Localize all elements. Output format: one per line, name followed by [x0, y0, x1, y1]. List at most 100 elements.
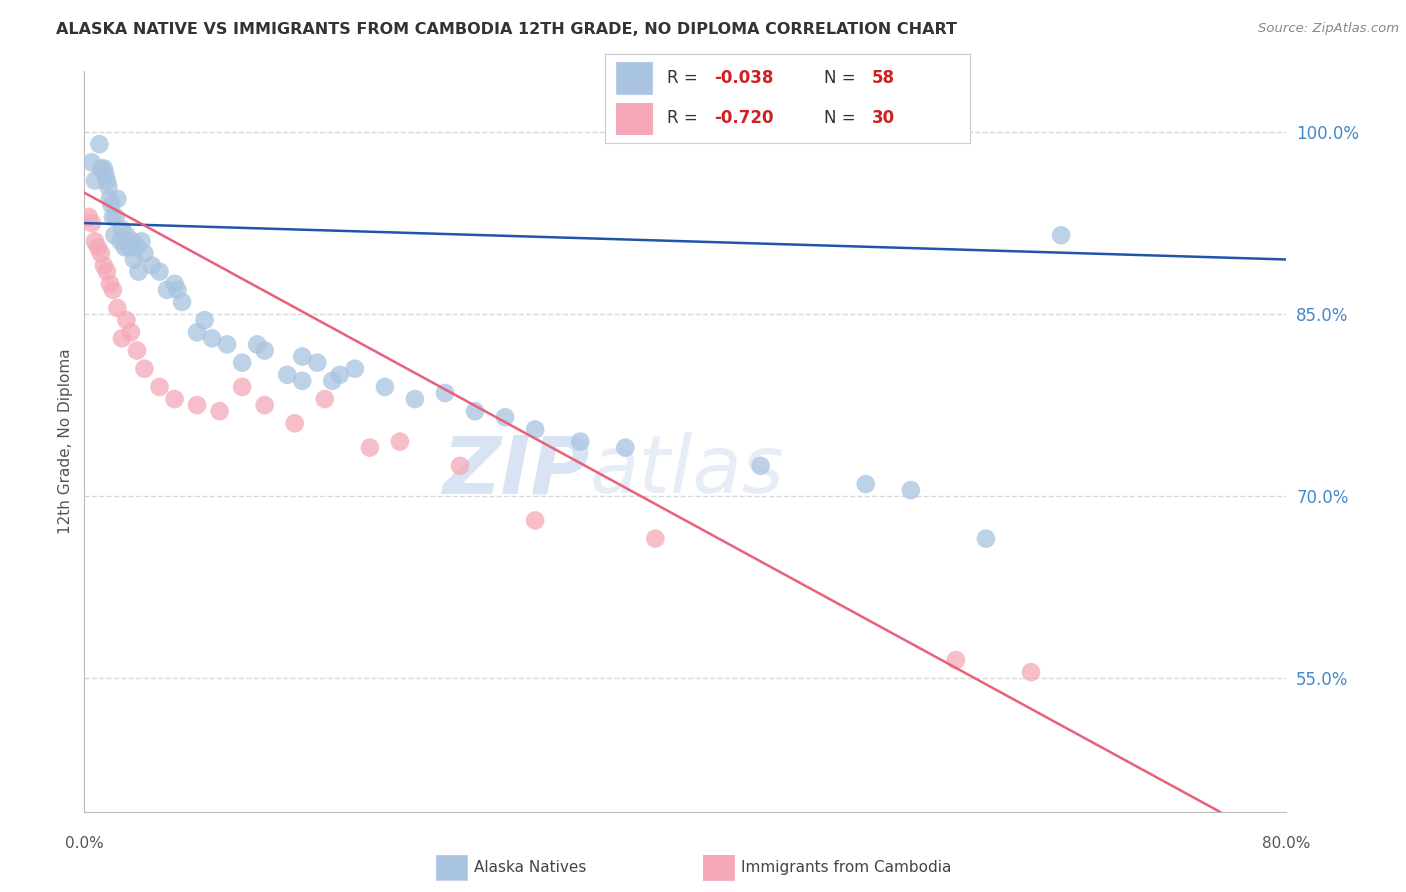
- Text: 30: 30: [872, 109, 894, 127]
- Point: [314, 392, 336, 406]
- Point: [217, 337, 239, 351]
- Point: [110, 234, 132, 248]
- Point: [388, 434, 411, 449]
- Point: [163, 277, 186, 291]
- Text: R =: R =: [666, 69, 703, 87]
- Text: N =: N =: [824, 69, 860, 87]
- Text: 80.0%: 80.0%: [1263, 836, 1310, 851]
- Point: [148, 265, 170, 279]
- Text: -0.038: -0.038: [714, 69, 773, 87]
- Text: 0.0%: 0.0%: [65, 836, 104, 851]
- Point: [80, 155, 103, 169]
- Point: [80, 216, 103, 230]
- Point: [494, 410, 516, 425]
- Point: [464, 404, 486, 418]
- Point: [93, 259, 115, 273]
- Point: [107, 192, 129, 206]
- Point: [186, 326, 208, 340]
- Point: [83, 234, 105, 248]
- Point: [291, 374, 314, 388]
- Point: [141, 259, 163, 273]
- Point: [855, 477, 877, 491]
- Point: [253, 398, 276, 412]
- Point: [201, 331, 224, 345]
- Point: [148, 380, 170, 394]
- Text: Source: ZipAtlas.com: Source: ZipAtlas.com: [1258, 22, 1399, 36]
- Point: [1019, 665, 1042, 680]
- Y-axis label: 12th Grade, No Diploma: 12th Grade, No Diploma: [58, 349, 73, 534]
- Point: [77, 210, 100, 224]
- Point: [404, 392, 426, 406]
- Point: [374, 380, 396, 394]
- Point: [329, 368, 352, 382]
- Point: [170, 295, 193, 310]
- Point: [900, 483, 922, 497]
- Point: [614, 441, 637, 455]
- Point: [343, 361, 366, 376]
- Point: [114, 240, 136, 254]
- Point: [104, 210, 127, 224]
- Point: [359, 441, 381, 455]
- Text: -0.720: -0.720: [714, 109, 773, 127]
- Point: [90, 246, 112, 260]
- Point: [127, 265, 149, 279]
- Point: [90, 161, 112, 176]
- Point: [974, 532, 997, 546]
- Point: [276, 368, 298, 382]
- Point: [131, 234, 153, 248]
- Point: [100, 198, 122, 212]
- Point: [231, 380, 253, 394]
- Point: [97, 179, 120, 194]
- Point: [945, 653, 967, 667]
- Point: [749, 458, 772, 473]
- Point: [246, 337, 269, 351]
- Point: [134, 361, 156, 376]
- Point: [87, 240, 110, 254]
- Text: R =: R =: [666, 109, 703, 127]
- Text: 58: 58: [872, 69, 894, 87]
- Point: [253, 343, 276, 358]
- Point: [231, 356, 253, 370]
- Point: [166, 283, 188, 297]
- Text: atlas: atlas: [589, 432, 785, 510]
- Point: [83, 173, 105, 187]
- Point: [115, 228, 138, 243]
- Point: [107, 301, 129, 315]
- Point: [284, 417, 307, 431]
- Point: [98, 277, 121, 291]
- Point: [449, 458, 471, 473]
- Point: [93, 161, 115, 176]
- Point: [156, 283, 179, 297]
- Point: [434, 386, 457, 401]
- Point: [307, 356, 329, 370]
- Text: N =: N =: [824, 109, 860, 127]
- Point: [101, 210, 124, 224]
- Point: [163, 392, 186, 406]
- Point: [1050, 228, 1073, 243]
- Point: [120, 326, 142, 340]
- Point: [644, 532, 666, 546]
- Point: [208, 404, 231, 418]
- Point: [96, 265, 118, 279]
- Point: [125, 240, 148, 254]
- Point: [134, 246, 156, 260]
- Point: [94, 168, 117, 182]
- Point: [291, 350, 314, 364]
- Point: [89, 137, 111, 152]
- Point: [98, 192, 121, 206]
- Text: Immigrants from Cambodia: Immigrants from Cambodia: [741, 861, 952, 875]
- FancyBboxPatch shape: [616, 62, 652, 94]
- Point: [101, 283, 124, 297]
- Point: [125, 343, 148, 358]
- Point: [111, 331, 134, 345]
- Point: [115, 313, 138, 327]
- Text: ZIP: ZIP: [441, 432, 589, 510]
- Point: [569, 434, 592, 449]
- Point: [524, 513, 547, 527]
- Point: [118, 240, 141, 254]
- Text: Alaska Natives: Alaska Natives: [474, 861, 586, 875]
- Point: [103, 228, 125, 243]
- Point: [194, 313, 217, 327]
- Point: [96, 173, 118, 187]
- FancyBboxPatch shape: [616, 103, 652, 134]
